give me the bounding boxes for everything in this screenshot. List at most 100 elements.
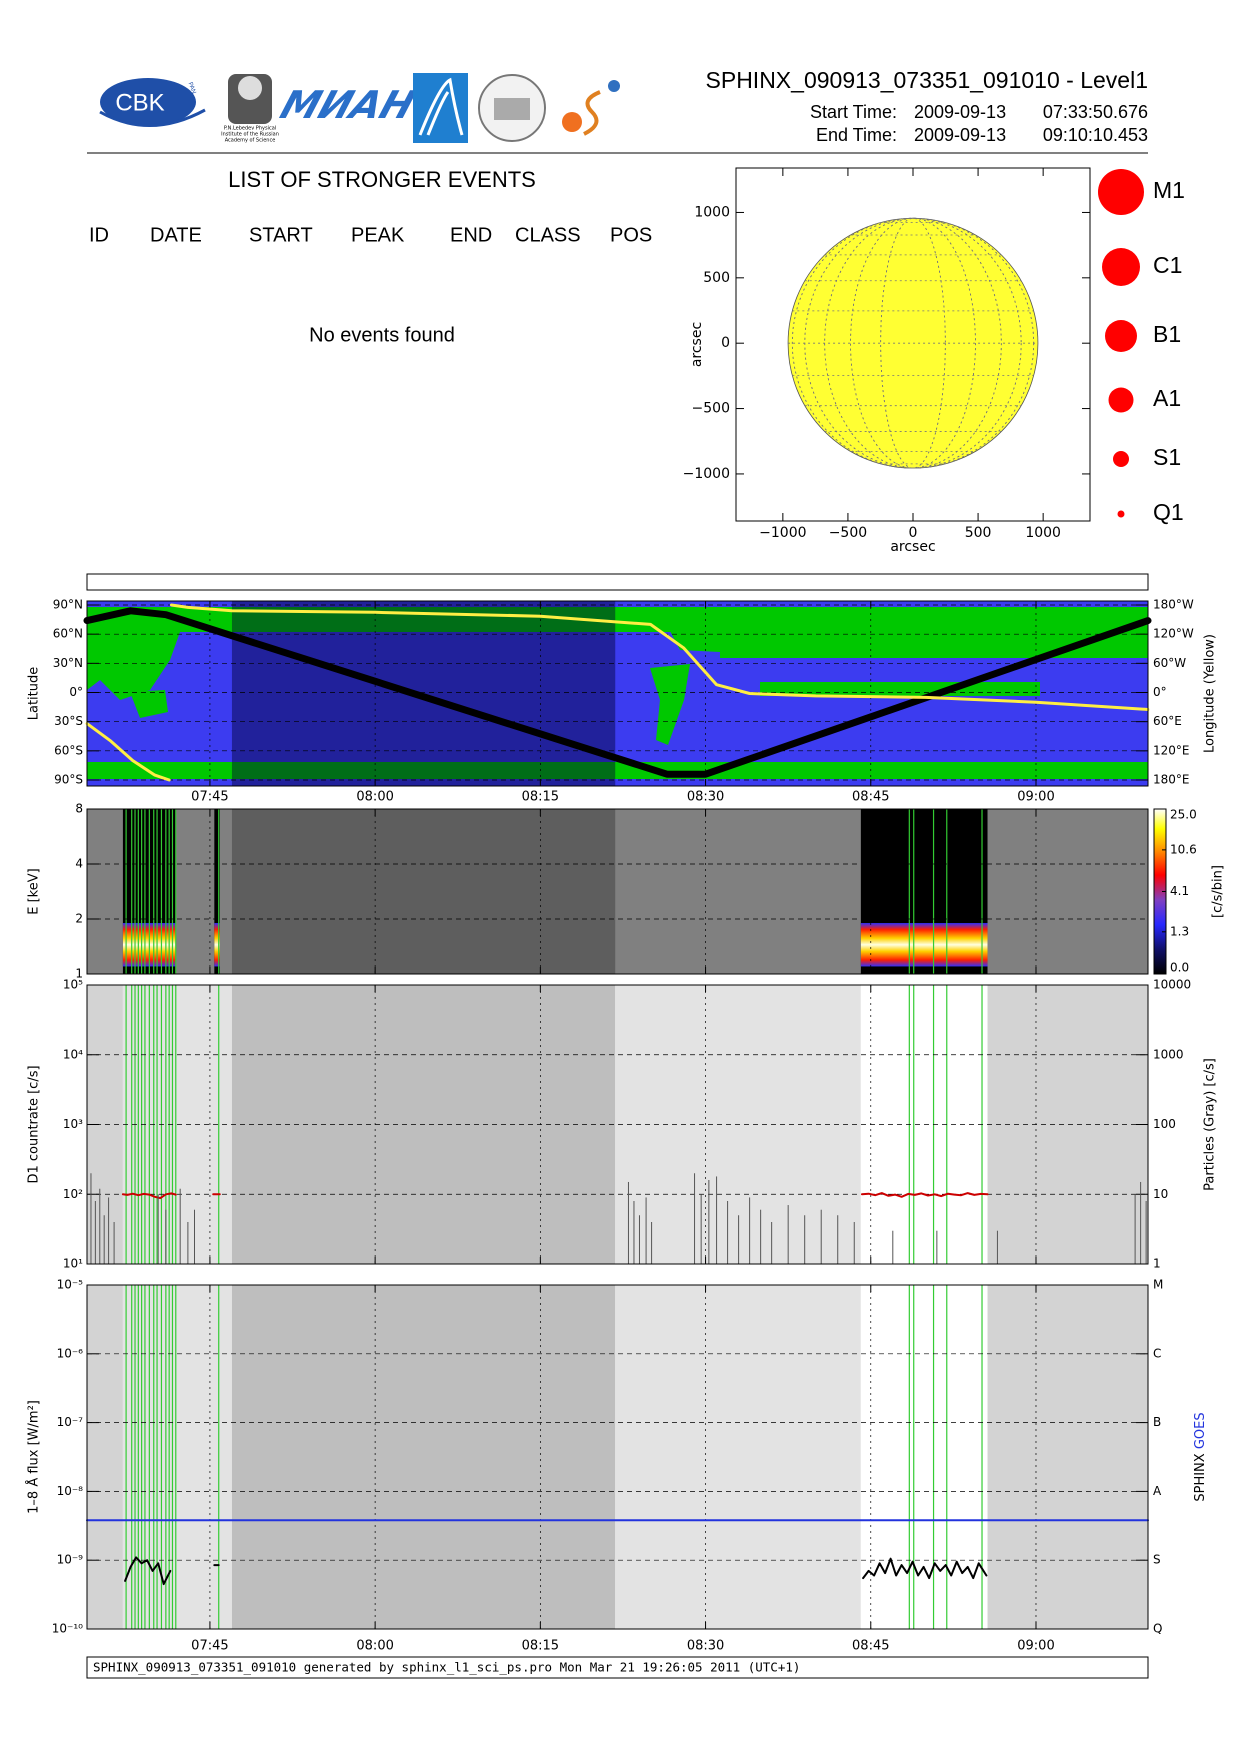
y-tick-label: 500 (703, 270, 730, 286)
start-time: 07:33:50.676 (1043, 102, 1148, 122)
y-tick-label: 10¹ (63, 1257, 83, 1271)
start-label: Start Time: (810, 102, 897, 122)
y-tick-label: 1000 (694, 204, 730, 220)
y2-tick-label: 0° (1153, 685, 1167, 699)
land (650, 664, 690, 745)
y-axis-label: E [keV] (27, 868, 42, 914)
y-tick-label: 30°N (53, 656, 83, 670)
legend-label: C1 (1153, 252, 1182, 278)
colorbar-tick-label: 1.3 (1170, 924, 1189, 938)
y-tick-label: 2 (75, 912, 83, 926)
y-axis-label: arcsec (689, 322, 705, 367)
y-tick-label: 0 (721, 335, 730, 351)
disk-grid (791, 217, 1035, 469)
y2-tick-label: 100 (1153, 1117, 1176, 1131)
y2-tick-label: 180°W (1153, 598, 1194, 612)
y2-tick-label: S (1153, 1553, 1161, 1567)
y2-tick-label: Q (1153, 1622, 1162, 1636)
events-title: LIST OF STRONGER EVENTS (228, 167, 536, 192)
caption: Institute of the Russian (221, 132, 279, 138)
y-tick-label: 1 (75, 967, 83, 981)
colorbar-label: [c/s/bin] (1211, 865, 1226, 918)
background-band (122, 1285, 232, 1629)
y2-tick-label: 10 (1153, 1187, 1168, 1201)
land (87, 632, 180, 700)
land (87, 762, 1148, 779)
x-tick-label: −500 (829, 525, 867, 541)
y-tick-label: 60°S (54, 743, 83, 757)
y2-tick-label: 120°W (1153, 627, 1194, 641)
y-tick-label: 10⁻¹⁰ (52, 1622, 83, 1636)
y2-tick-label: B (1153, 1415, 1161, 1429)
end-time: 09:10:10.453 (1043, 125, 1148, 145)
legend-label: A1 (1153, 385, 1181, 411)
x-axis-label: arcsec (890, 539, 935, 555)
y-tick-label: −1000 (683, 466, 730, 482)
legend-marker (1117, 510, 1125, 518)
disk-grid (824, 217, 1002, 469)
column-header: ID (89, 224, 109, 246)
x-tick-label: 1000 (1025, 525, 1061, 541)
column-header: PEAK (351, 224, 405, 246)
sun-disk (787, 217, 1039, 469)
y-tick-label: 10⁻⁸ (57, 1484, 84, 1498)
x-tick-label: 08:00 (356, 790, 393, 805)
y2-tick-label: 120°E (1153, 743, 1190, 757)
y-tick-label: 4 (75, 857, 83, 871)
cbk-logo (100, 78, 196, 126)
x-tick-label: 09:00 (1017, 790, 1054, 805)
background-band (231, 1285, 616, 1629)
y-tick-label: 10⁻⁶ (57, 1346, 84, 1360)
logos: CBK PAN P.N.Lebedev Physical Institute o… (99, 73, 620, 144)
y-tick-label: 10⁵ (63, 978, 83, 992)
caption: Academy of Science (225, 138, 276, 144)
column-header: POS (610, 224, 652, 246)
end-label: End Time: (816, 125, 897, 145)
series-line (83, 607, 1152, 778)
background-band (87, 1285, 123, 1629)
y-tick-label: 60°N (53, 627, 83, 641)
x-tick-label: 08:15 (522, 1639, 559, 1654)
legend-label: B1 (1153, 321, 1181, 347)
column-header: CLASS (515, 224, 581, 246)
disk-grid (804, 217, 1022, 469)
legend: SPHINX GOES (1193, 1412, 1208, 1501)
emission-band (860, 923, 988, 967)
y-tick-label: 10⁻⁵ (57, 1278, 84, 1292)
y2-tick-label: C (1153, 1346, 1161, 1360)
y-axis-label: 1–8 Å flux [W/m²] (26, 1400, 42, 1514)
ias-mark (418, 77, 464, 136)
legend-label: M1 (1153, 177, 1185, 203)
footer-box (86, 1656, 1149, 1679)
column-header: DATE (150, 224, 202, 246)
y2-tick-label: 1 (1153, 1257, 1161, 1271)
y2-tick-label: 10000 (1153, 978, 1191, 992)
plot-frame (86, 984, 1149, 1265)
plot-frame (86, 600, 1149, 787)
colorbar-tick-label: 4.1 (1170, 884, 1189, 898)
caption: P.N.Lebedev Physical (224, 126, 276, 132)
legend-entry: SPHINX (1193, 1453, 1208, 1501)
mian-logo: МИАН (275, 84, 420, 128)
disk-grid (850, 217, 976, 469)
y-axis-label: Latitude (27, 667, 42, 721)
y-tick-label: 10² (63, 1187, 83, 1201)
x-tick-label: 09:00 (1017, 1639, 1054, 1654)
y2-axis-label: Longitude (Yellow) (1203, 634, 1218, 753)
y2-axis-label: Particles (Gray) [c/s] (1203, 1058, 1218, 1191)
logo-subtext: PAN (187, 82, 197, 95)
column-header: END (450, 224, 492, 246)
y-tick-label: 10⁻⁷ (57, 1415, 84, 1429)
footer: SPHINX_090913_073351_091010 generated by… (93, 1660, 800, 1675)
y-tick-label: 0° (69, 685, 83, 699)
legend-marker (1102, 248, 1140, 286)
colorbar-tick-label: 0.0 (1170, 961, 1189, 975)
x-tick-label: 08:00 (356, 1639, 393, 1654)
legend-entry: GOES (1193, 1412, 1208, 1449)
x-tick-label: 08:30 (687, 790, 724, 805)
y-axis-label: D1 countrate [c/s] (27, 1065, 42, 1183)
x-tick-label: 500 (965, 525, 992, 541)
y-tick-label: 8 (75, 802, 83, 816)
legend-marker (1105, 320, 1137, 352)
